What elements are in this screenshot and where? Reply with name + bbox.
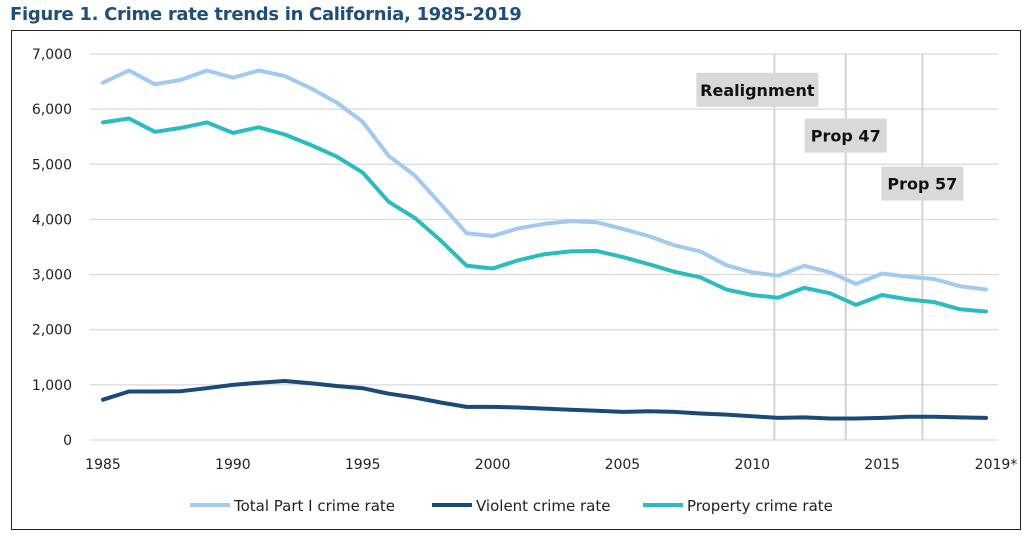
y-tick-label: 6,000 xyxy=(32,102,72,118)
x-tick-label: 1995 xyxy=(345,457,381,473)
y-tick-label: 1,000 xyxy=(32,378,72,394)
legend-label: Violent crime rate xyxy=(476,497,611,515)
x-tick-label: 2015 xyxy=(864,457,900,473)
legend-label: Total Part I crime rate xyxy=(233,497,395,515)
legend-item: Violent crime rate xyxy=(432,497,611,515)
annotation-label: Prop 57 xyxy=(887,175,957,194)
x-tick-label: 1990 xyxy=(215,457,251,473)
annotation-prop-57: Prop 57 xyxy=(881,166,964,201)
annotation-prop-47: Prop 47 xyxy=(804,118,887,153)
legend-item: Total Part I crime rate xyxy=(190,497,395,515)
legend-label: Property crime rate xyxy=(687,497,833,515)
x-tick-label: 1985 xyxy=(85,457,121,473)
y-tick-label: 3,000 xyxy=(32,268,72,284)
annotation-realignment: Realignment xyxy=(696,72,819,107)
annotation-label: Realignment xyxy=(700,81,815,100)
chart-frame xyxy=(11,30,1021,530)
series-line-violent-crime-rate xyxy=(101,379,988,421)
annotation-box xyxy=(804,118,887,153)
y-tick-label: 5,000 xyxy=(32,157,72,173)
chart-title: Figure 1. Crime rate trends in Californi… xyxy=(10,4,522,25)
y-tick-label: 4,000 xyxy=(32,212,72,228)
legend-item: Property crime rate xyxy=(643,497,833,515)
annotation-box xyxy=(881,166,964,201)
y-tick-label: 2,000 xyxy=(32,323,72,339)
y-tick-label: 7,000 xyxy=(32,47,72,63)
x-tick-label: 2005 xyxy=(605,457,641,473)
series-line-property-crime-rate xyxy=(101,116,988,314)
annotation-label: Prop 47 xyxy=(811,127,881,146)
x-tick-label: 2010 xyxy=(734,457,770,473)
series-line-total-part-i-crime-rate xyxy=(101,68,988,292)
x-tick-label: 2019* xyxy=(975,457,1018,473)
annotation-box xyxy=(696,72,819,107)
x-tick-label: 2000 xyxy=(475,457,511,473)
y-tick-label: 0 xyxy=(63,433,72,449)
